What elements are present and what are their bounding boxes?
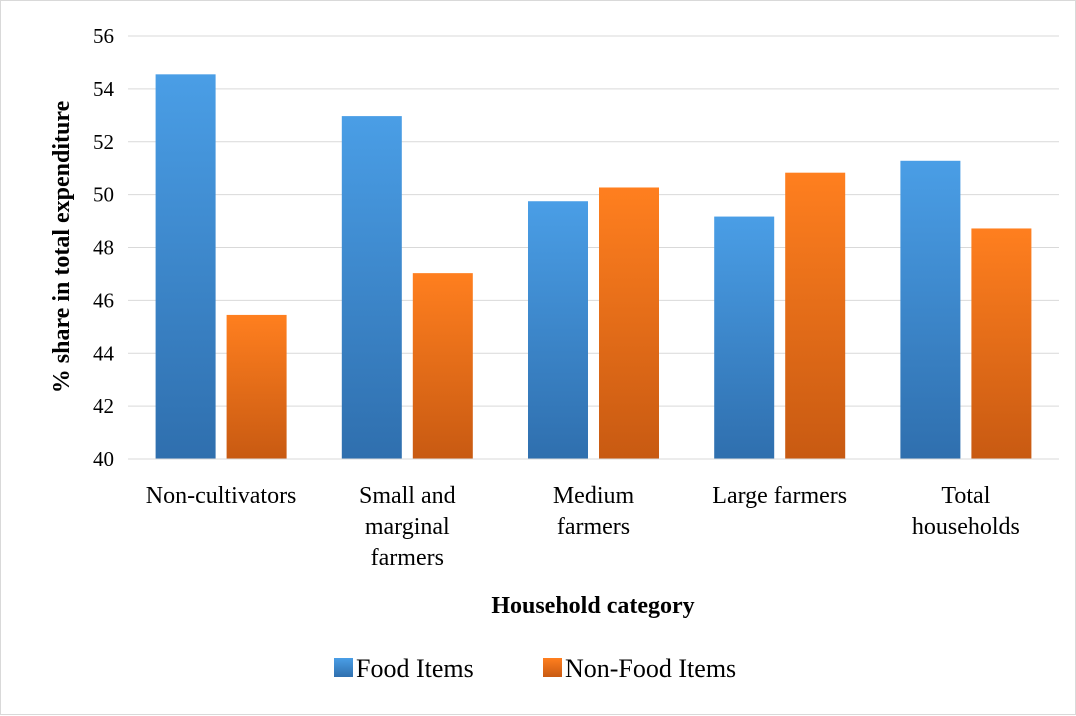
legend-swatch-non-food: [543, 658, 562, 677]
y-tick-label: 48: [93, 236, 114, 260]
bar-non-food-2: [599, 187, 659, 459]
x-tick-label: Non-cultivators: [146, 483, 297, 509]
x-axis-ticks: Non-cultivators Small and marginal farmers M…: [146, 483, 1020, 571]
y-tick-label: 40: [93, 447, 114, 471]
bar-food-2: [528, 201, 588, 459]
legend-label-non-food: Non-Food Items: [565, 654, 736, 683]
bar-non-food-1: [412, 273, 473, 459]
x-tick-label: Total households: [912, 483, 1020, 540]
y-tick-label: 54: [93, 77, 115, 101]
legend-swatch-food: [334, 658, 353, 677]
bar-food-0: [155, 74, 216, 459]
y-tick-label: 46: [93, 288, 114, 312]
bars: [155, 74, 1032, 459]
y-tick-label: 56: [93, 24, 114, 48]
x-tick-label: Small and marginal farmers: [359, 483, 456, 571]
bar-food-3: [714, 216, 775, 459]
x-tick-label: Large farmers: [712, 483, 847, 509]
bar-non-food-4: [971, 228, 1032, 459]
y-tick-label: 52: [93, 130, 114, 154]
y-axis-title: % share in total expenditure: [49, 100, 75, 393]
y-axis-ticks: 40 42 44 46 48 50 52 54 56: [93, 24, 115, 471]
y-tick-label: 42: [93, 394, 114, 418]
bar-food-1: [341, 116, 402, 459]
y-tick-label: 44: [93, 341, 115, 365]
bar-non-food-3: [785, 172, 846, 459]
legend-label-food: Food Items: [356, 654, 474, 683]
x-axis-title: Household category: [491, 593, 694, 619]
y-tick-label: 50: [93, 183, 114, 207]
x-tick-label: Medium farmers: [553, 483, 635, 540]
bar-non-food-0: [226, 314, 287, 459]
legend: Food Items Non-Food Items: [334, 654, 736, 683]
bar-food-4: [900, 160, 961, 459]
